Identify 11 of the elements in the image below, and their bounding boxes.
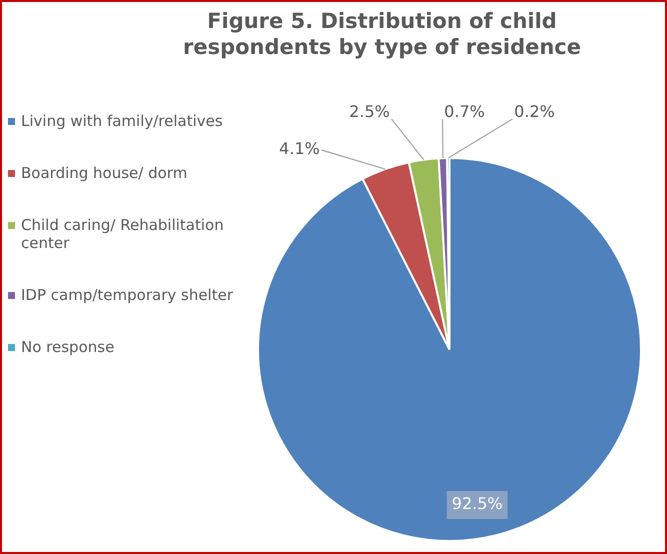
legend-label: Child caring/ Rehabilitation center [21,216,225,252]
data-label: 0.2% [514,102,555,122]
legend-label: No response [21,338,114,356]
data-label: 2.5% [349,102,390,122]
legend-label: IDP camp/temporary shelter [21,286,233,304]
chart-title: Figure 5. Distribution of child respondents by type of residence [182,8,582,60]
data-label: 0.7% [444,102,485,122]
data-label: 92.5% [452,494,503,514]
data-label: 4.1% [279,139,320,158]
legend-label: Living with family/relatives [21,112,223,130]
legend-label: Boarding house/ dorm [21,164,188,182]
